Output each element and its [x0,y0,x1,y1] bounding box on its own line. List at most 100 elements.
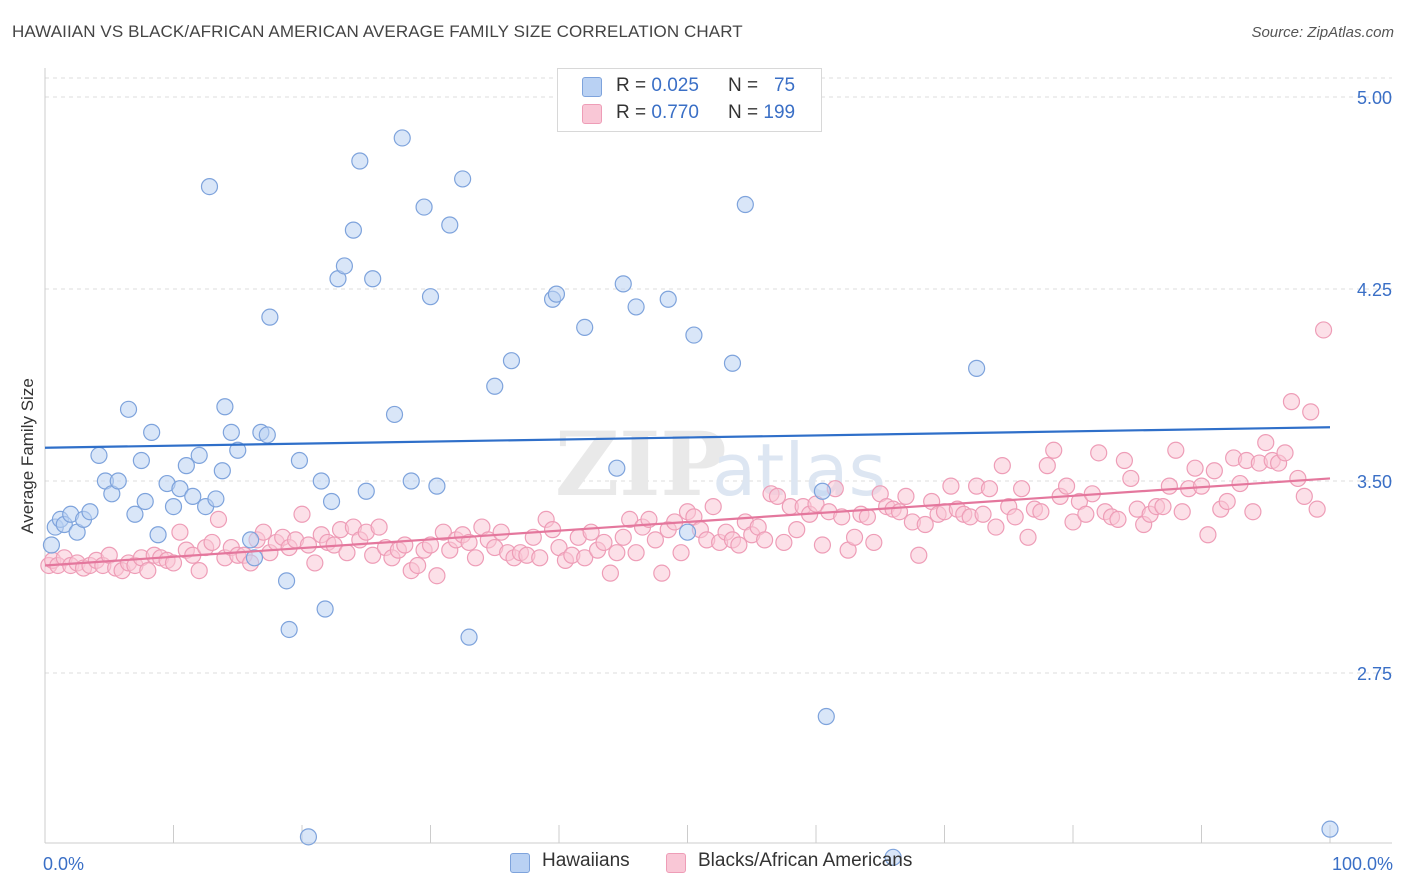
source-label: Source: ZipAtlas.com [1251,24,1394,41]
black-point [364,546,382,564]
y-tick-label: 4.25 [1357,280,1392,300]
black-point [704,498,722,516]
black-point [396,536,414,554]
black-point [421,536,440,554]
black-point [492,523,510,541]
axes [44,68,1392,844]
black-point [254,523,273,541]
hawaiian-point [216,398,234,416]
legend-n-value-blacks: 199 [763,102,796,123]
black-point [1289,469,1307,488]
black-point [608,544,626,562]
hawaiian-point [190,446,208,464]
black-point [942,477,960,495]
black-point [775,533,793,552]
hawaiian-point [258,426,276,444]
hawaiian-point [357,482,375,500]
black-point [1160,477,1178,495]
black-point [203,533,221,552]
bottom-legend-label-hawaiians: Hawaiians [542,850,630,871]
black-point [434,523,452,541]
hawaiian-point [1321,820,1339,838]
black-point [1218,492,1236,511]
hawaiian-point [207,490,225,508]
black-point [338,544,356,562]
stats-legend: R = 0.025 N = 75 R = 0.770 N = 199 [557,68,822,132]
black-point [627,544,645,562]
watermark-atlas: atlas [712,428,886,512]
black-point [1090,444,1108,462]
hawaiian-point [421,288,440,306]
black-point [1205,462,1223,480]
hawaiian-point [242,531,260,549]
black-point [653,564,671,582]
hawaiian-point [245,549,264,567]
black-point [1122,469,1140,488]
hawaiian-point [685,326,703,344]
black-point [1064,513,1082,531]
hawaiian-point [109,472,127,490]
hawaiian-point [428,477,446,495]
hawaiian-point [200,178,219,196]
hawaiian-point [441,216,459,234]
hawaiian-point [678,523,697,541]
hawaiian-point [723,354,742,372]
black-point [980,480,999,498]
black-point [1186,459,1204,477]
hawaiian-point [316,600,334,618]
hawaiian-point [502,352,521,370]
black-point [1302,403,1320,421]
watermark: ZIP atlas [555,412,886,516]
black-point [672,544,690,562]
hawaiian-point [42,536,61,554]
hawaiian-point [393,129,411,147]
black-point [582,523,600,541]
legend-n-value-hawaiians: 75 [773,75,796,96]
black-point [576,549,594,567]
hawaiian-point [299,828,318,846]
hawaiian-point [813,482,832,500]
hawaiian-point [486,377,504,395]
y-tick-label: 3.50 [1357,472,1392,492]
series-blacks-points [40,321,1333,585]
hawaiian-point [415,198,433,216]
hawaiian-point [177,457,195,475]
black-point [755,531,774,549]
legend-n-label: N = [728,102,759,123]
legend-swatch-blacks [582,104,602,124]
black-point [1038,457,1056,475]
black-point [1244,503,1262,521]
black-point [460,533,478,552]
hawaiian-point [312,472,330,490]
hawaiian-point [136,492,154,511]
black-point [1077,505,1095,523]
black-point [813,536,832,554]
hawaiian-point [454,170,472,188]
hawaiian-point [143,423,161,441]
hawaiian-point [81,503,99,521]
hawaiian-point [171,480,189,498]
hawaiian-point [277,572,296,590]
black-point [466,549,485,567]
hawaiian-point [608,459,626,477]
black-point [730,536,748,554]
black-point [306,554,324,572]
hawaiian-point [119,400,138,418]
black-point [1282,393,1301,411]
black-point [1115,451,1134,470]
hawaiian-point [547,285,566,303]
hawaiian-point [213,462,231,480]
black-point [164,554,183,572]
hawaiian-point [385,405,404,424]
x-tick-label-max: 100.0% [1332,854,1393,874]
hawaiian-point [290,451,309,470]
black-point [614,528,632,546]
trend-line-blacks [44,477,1331,567]
black-point [897,487,915,505]
black-point [974,505,992,523]
legend-swatch-hawaiians [582,77,602,97]
hawaiian-point [614,275,632,293]
gridlines [45,77,1392,674]
hawaiian-point [322,492,341,511]
black-point [209,510,228,529]
